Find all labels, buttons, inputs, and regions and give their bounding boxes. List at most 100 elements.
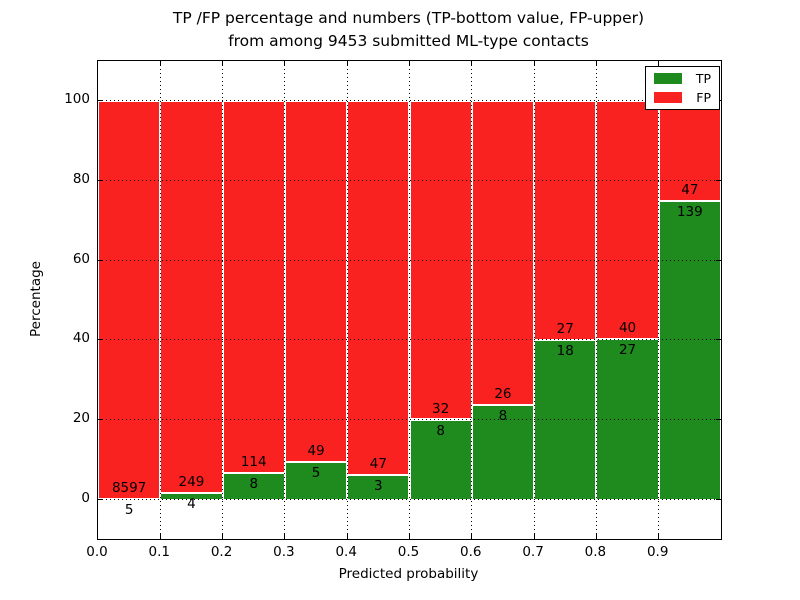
horizontal-gridline (98, 100, 721, 102)
bar-segment-fp (596, 100, 659, 339)
x-tick-label: 0.0 (86, 544, 108, 560)
horizontal-gridline (98, 419, 721, 420)
vertical-gridline (159, 61, 161, 539)
fp-count-label: 32 (432, 400, 450, 417)
fp-count-label: 249 (178, 473, 205, 490)
x-tick-mark-top (409, 61, 410, 66)
fp-count-label: 8597 (111, 479, 147, 496)
x-tick-mark-top (284, 61, 286, 66)
y-tick-label: 20 (72, 410, 90, 426)
x-tick-label: 0.6 (460, 544, 482, 560)
legend-entry-fp: FP (654, 91, 711, 104)
bar-segment-tp (409, 419, 472, 500)
y-tick-mark-right (716, 498, 721, 500)
x-axis-label: Predicted probability (338, 566, 479, 582)
x-tick-label: 0.4 (335, 544, 357, 560)
x-tick-mark (222, 534, 224, 539)
fp-count-label: 47 (681, 182, 699, 199)
horizontal-gridline (98, 259, 721, 261)
x-tick-label: 0.8 (584, 544, 607, 560)
tp-count-label: 8 (498, 408, 508, 425)
x-tick-label: 0.5 (397, 544, 420, 560)
x-tick-mark (595, 534, 597, 539)
bar-segment-tp (596, 338, 659, 500)
y-tick-mark-right (716, 259, 721, 261)
bar-segment-fp (160, 100, 223, 493)
legend-label-tp: TP (695, 71, 711, 86)
bar-segment-tp (222, 473, 285, 500)
y-tick-mark (98, 180, 103, 181)
y-tick-label: 100 (64, 91, 90, 108)
fp-count-label: 114 (240, 454, 267, 471)
x-tick-mark-top (471, 61, 473, 66)
fp-count-label: 40 (618, 319, 637, 336)
bar-segment-fp (347, 100, 410, 476)
horizontal-gridline (98, 498, 721, 500)
y-tick-label: 60 (72, 250, 90, 267)
x-tick-mark (284, 534, 286, 539)
fp-count-label: 49 (307, 443, 325, 460)
y-tick-mark-right (716, 419, 721, 420)
x-tick-mark-top (222, 61, 224, 66)
legend-swatch-fp (654, 92, 682, 103)
x-tick-mark (658, 534, 660, 539)
horizontal-gridline (98, 180, 721, 181)
y-tick-label: 80 (72, 171, 90, 187)
x-tick-mark-top (159, 61, 161, 66)
tp-count-label: 139 (676, 204, 703, 221)
y-tick-mark (98, 419, 103, 420)
bar-segment-tp (160, 492, 223, 500)
tp-count-label: 8 (436, 422, 445, 439)
y-tick-mark-right (716, 339, 721, 341)
tp-count-label: 4 (187, 495, 196, 512)
y-tick-mark (98, 339, 103, 341)
x-tick-label: 0.3 (273, 544, 295, 560)
bar-segment-fp (98, 100, 161, 499)
x-tick-mark (409, 534, 410, 539)
vertical-gridline (533, 61, 535, 539)
tp-count-label: 18 (556, 342, 574, 359)
chart-title-line1: TP /FP percentage and numbers (TP-bottom… (172, 9, 645, 27)
x-tick-mark-top (533, 61, 535, 66)
x-tick-mark (471, 534, 473, 539)
bar-segment-fp (658, 100, 721, 202)
x-tick-label: 0.9 (646, 544, 669, 560)
bar-segment-tp (284, 462, 348, 500)
vertical-gridline (595, 61, 597, 539)
x-tick-mark (533, 534, 535, 539)
bar-segment-tp (471, 405, 535, 500)
vertical-gridline (284, 61, 286, 539)
y-tick-label: 40 (72, 330, 90, 347)
x-tick-mark-top (658, 61, 660, 66)
vertical-gridline (409, 61, 410, 539)
fp-count-label: 47 (369, 456, 387, 473)
bar-segment-fp (284, 100, 348, 463)
x-tick-label: 0.7 (522, 544, 544, 560)
vertical-gridline (658, 61, 660, 539)
tp-count-label: 5 (311, 465, 321, 482)
x-tick-label: 0.2 (210, 544, 233, 560)
y-tick-mark (98, 100, 103, 102)
y-tick-mark (98, 259, 103, 261)
tp-count-label: 27 (618, 341, 637, 358)
vertical-gridline (222, 61, 224, 539)
legend-label-fp: FP (696, 90, 711, 105)
horizontal-gridline (98, 339, 721, 341)
bar-segment-tp (658, 201, 721, 500)
tp-count-label: 8 (249, 476, 259, 493)
y-tick-mark (98, 498, 103, 500)
bar-segment-fp (222, 100, 285, 474)
fp-count-label: 27 (556, 320, 574, 337)
legend-box: TP FP (645, 66, 720, 110)
y-tick-label: 0 (81, 489, 90, 506)
y-tick-mark-right (716, 180, 721, 181)
chart-title-line2: from among 9453 submitted ML-type contac… (228, 32, 589, 50)
tp-count-label: 5 (124, 501, 134, 518)
legend-entry-tp: TP (654, 72, 711, 85)
y-axis-label: Percentage (28, 261, 44, 337)
x-tick-mark-top (346, 61, 348, 66)
bar-segment-fp (534, 100, 597, 340)
legend-swatch-tp (654, 73, 682, 84)
plot-area: 8597 5 249 4 114 8 49 5 47 3 32 8 26 8 27 18 40 27 47 139 (97, 60, 722, 540)
